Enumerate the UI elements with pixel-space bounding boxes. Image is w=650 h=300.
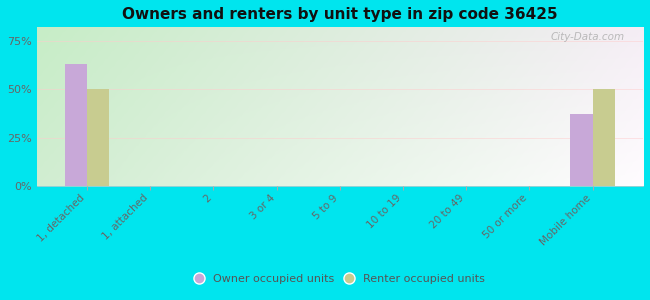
Bar — [571, 114, 593, 186]
Title: Owners and renters by unit type in zip code 36425: Owners and renters by unit type in zip c… — [122, 7, 558, 22]
Bar — [593, 89, 615, 186]
Text: City-Data.com: City-Data.com — [551, 32, 625, 42]
Bar — [87, 89, 109, 186]
Bar — [65, 64, 87, 186]
Legend: Owner occupied units, Renter occupied units: Owner occupied units, Renter occupied un… — [190, 269, 489, 288]
